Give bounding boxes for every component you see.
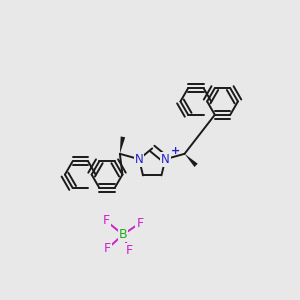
- Text: F: F: [104, 242, 111, 255]
- Text: F: F: [136, 217, 143, 230]
- Text: N: N: [161, 153, 170, 166]
- Text: F: F: [125, 244, 133, 256]
- Text: F: F: [102, 214, 110, 227]
- Text: B: B: [118, 228, 127, 241]
- Text: N: N: [135, 153, 143, 166]
- Polygon shape: [184, 154, 198, 167]
- Text: +: +: [171, 146, 180, 157]
- Polygon shape: [120, 136, 125, 154]
